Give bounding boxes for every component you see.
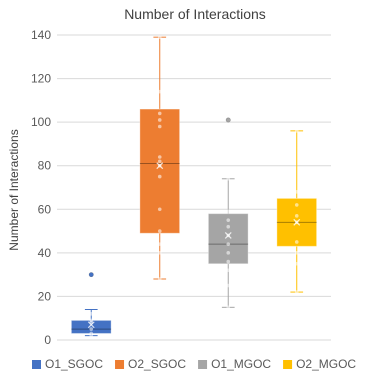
gridlines (57, 34, 331, 341)
data-point (157, 207, 162, 212)
boxes (70, 35, 318, 338)
legend-label: O1_SGOC (45, 357, 103, 371)
data-point (225, 117, 231, 123)
data-point (88, 272, 94, 278)
mean-marker-stroke (87, 321, 95, 329)
mean-marker (87, 321, 95, 329)
data-point (226, 176, 231, 181)
y-tick-label: 100 (31, 115, 51, 129)
data-point (157, 155, 162, 159)
mean-marker-stroke (293, 218, 301, 226)
data-point (226, 224, 231, 229)
mean-marker (224, 232, 232, 239)
y-tick-label: 0 (44, 333, 51, 347)
legend-label: O2_SGOC (128, 357, 186, 371)
data-point (294, 129, 299, 133)
legend-item-o2-mgoc: O2_MGOC (283, 357, 356, 371)
data-point (294, 290, 299, 294)
mean-marker-stroke (156, 162, 164, 170)
data-point (157, 35, 162, 39)
data-point (157, 124, 162, 129)
y-tick-label: 60 (38, 202, 52, 216)
legend-label: O2_MGOC (296, 357, 356, 371)
data-point (294, 214, 299, 218)
data-point (89, 331, 94, 336)
data-point (89, 312, 94, 316)
data-point (89, 327, 94, 331)
iqr-box (207, 213, 249, 265)
mean-marker (293, 218, 301, 226)
legend-label: O1_MGOC (211, 357, 271, 371)
legend: O1_SGOC O2_SGOC O1_MGOC O2_MGOC (32, 357, 356, 371)
y-tick-labels: 0 20 40 60 80 100 120 140 (31, 28, 51, 347)
y-tick-label: 120 (31, 72, 51, 86)
data-point (157, 242, 162, 246)
data-point (294, 203, 299, 207)
box-o1-mgoc (207, 117, 249, 310)
legend-swatch (198, 360, 208, 369)
data-point (226, 305, 231, 310)
data-point (157, 118, 162, 122)
data-point (226, 251, 231, 255)
y-tick-label: 40 (38, 246, 52, 260)
data-point (226, 218, 231, 222)
data-point (294, 261, 299, 266)
data-point (294, 190, 299, 194)
chart-title: Number of Interactions (124, 6, 266, 22)
mean-marker-stroke (224, 232, 232, 239)
data-point (226, 259, 231, 264)
legend-swatch (115, 360, 125, 369)
mean-marker (156, 162, 164, 170)
legend-swatch (283, 360, 293, 369)
y-tick-label: 80 (38, 159, 52, 173)
data-point (157, 251, 162, 255)
y-axis-label: Number of Interactions (7, 129, 21, 250)
legend-item-o2-sgoc: O2_SGOC (115, 357, 186, 371)
legend-item-o1-mgoc: O1_MGOC (198, 357, 271, 371)
data-point (157, 229, 162, 233)
data-point (157, 111, 162, 116)
data-point (157, 174, 162, 179)
data-point (226, 268, 231, 273)
legend-item-o1-sgoc: O1_SGOC (32, 357, 103, 371)
data-point (294, 240, 299, 244)
data-point (89, 318, 94, 323)
data-point (294, 251, 299, 255)
data-point (157, 159, 162, 164)
y-tick-label: 20 (38, 289, 52, 303)
box-o1-sgoc (70, 272, 112, 338)
y-tick-label: 140 (31, 28, 51, 42)
data-point (157, 89, 162, 94)
data-point (226, 209, 231, 214)
data-point (226, 242, 231, 246)
box-o2-sgoc (139, 35, 181, 281)
legend-swatch (32, 360, 41, 369)
box-o2-mgoc (276, 129, 318, 294)
data-point (226, 283, 231, 288)
iqr-box (139, 108, 181, 234)
data-point (157, 277, 162, 281)
